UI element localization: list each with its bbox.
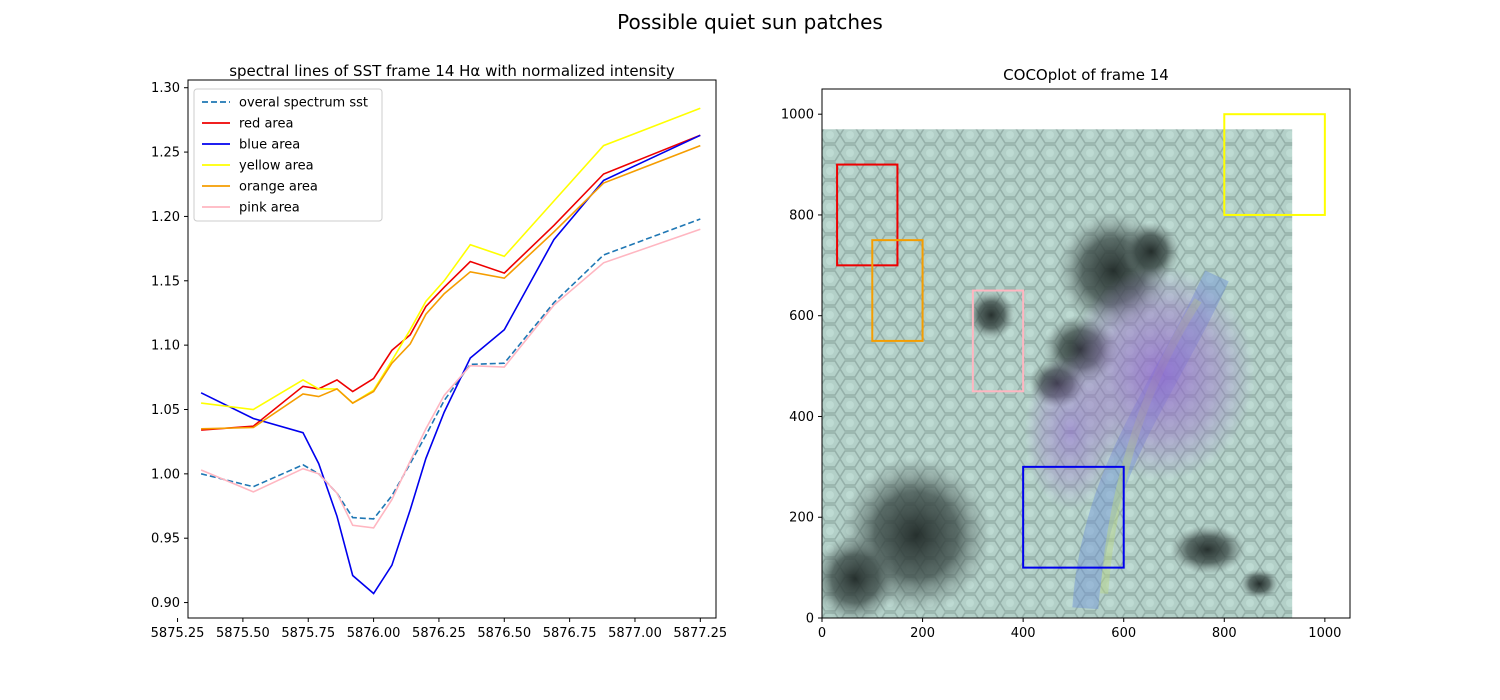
y-tick-label: 1.15 [151, 274, 180, 289]
x-tick-label: 800 [1212, 626, 1237, 641]
cocoplot-chart: COCOplot of frame 14 0 200 400 600 800 1000 0 2… [781, 66, 1351, 641]
x-tick-label: 5876.50 [477, 626, 531, 641]
y-tick-label: 1.25 [151, 146, 180, 161]
x-tick-label: 0 [818, 626, 826, 641]
y-tick-label: 600 [789, 309, 814, 324]
left-chart-title: spectral lines of SST frame 14 Hα with n… [229, 62, 675, 80]
region-boxes [836, 113, 1326, 569]
x-tick-label: 5875.25 [151, 626, 205, 641]
x-tick-label: 5876.00 [347, 626, 401, 641]
legend-label: red area [239, 117, 293, 132]
orange-region-box [871, 239, 924, 342]
x-tick-label: 5876.25 [412, 626, 466, 641]
yellow-region-box [1223, 113, 1326, 216]
series-line-blue-area [200, 134, 701, 595]
y-tick-label: 800 [789, 208, 814, 223]
x-tick-label: 600 [1111, 626, 1136, 641]
y-tick-label: 1.00 [151, 467, 180, 482]
left-ticks: 5875.25 5875.50 5875.75 5876.00 5876.25 5876.… [151, 81, 728, 641]
legend-box [193, 88, 383, 222]
solar-image [822, 129, 1293, 618]
series-line-yellow-area [201, 107, 701, 411]
x-tick-label: 200 [910, 626, 935, 641]
left-plot-lines [200, 107, 701, 595]
y-tick-label: 0.95 [151, 532, 180, 547]
y-tick-label: 200 [789, 511, 814, 526]
y-tick-label: 1.05 [151, 403, 180, 418]
spectral-lines-chart: spectral lines of SST frame 14 Hα with n… [151, 62, 728, 641]
y-tick-label: 0.90 [151, 596, 180, 611]
y-tick-label: 1.10 [151, 339, 180, 354]
blue-region-box [1022, 465, 1125, 569]
x-tick-label: 5877.00 [608, 626, 662, 641]
legend-label: yellow area [239, 159, 314, 174]
x-tick-label: 5877.25 [673, 626, 727, 641]
x-tick-label: 400 [1011, 626, 1036, 641]
legend-label: pink area [239, 201, 300, 216]
red-region-box [836, 163, 899, 267]
pink-region-box [971, 289, 1025, 393]
legend-label: orange area [239, 180, 318, 195]
y-tick-label: 1.30 [151, 81, 180, 96]
y-tick-label: 1000 [781, 108, 814, 123]
series-line-overal-spectrum-sst [200, 218, 701, 520]
right-axes-frame [821, 88, 1351, 619]
x-tick-label: 5876.75 [543, 626, 597, 641]
left-axes-frame [187, 79, 717, 619]
legend-label: overal spectrum sst [239, 96, 368, 111]
figure-suptitle: Possible quiet sun patches [617, 10, 883, 34]
x-tick-label: 5875.75 [281, 626, 335, 641]
right-ticks: 0 200 400 600 800 1000 0 200 400 600 800 1000 [781, 108, 1341, 641]
left-legend: overal spectrum sst red area blue area yell… [193, 88, 383, 222]
x-tick-label: 5875.50 [216, 626, 270, 641]
y-tick-label: 1.20 [151, 210, 180, 225]
series-line-red-area [201, 134, 701, 431]
x-tick-label: 1000 [1308, 626, 1341, 641]
y-tick-label: 0 [806, 612, 814, 627]
legend-label: blue area [239, 138, 300, 153]
right-chart-title: COCOplot of frame 14 [1003, 66, 1169, 84]
series-line-orange-area [201, 144, 701, 430]
series-line-pink-area [200, 228, 701, 529]
cocoplot-image [822, 129, 1293, 618]
y-tick-label: 400 [789, 410, 814, 425]
